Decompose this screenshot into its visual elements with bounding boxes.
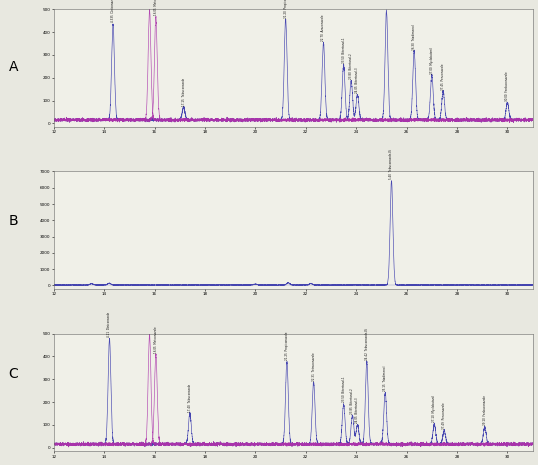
Text: 29.10  Fenbuconazole: 29.10 Fenbuconazole [483, 395, 487, 425]
Text: 22.70  Azaconazole: 22.70 Azaconazole [321, 14, 325, 40]
Text: 17.40  Tebuconazole: 17.40 Tebuconazole [188, 383, 192, 412]
Text: 15.80  Metconazole: 15.80 Metconazole [0, 464, 1, 465]
Text: 16.05  Metconazole: 16.05 Metconazole [154, 0, 158, 15]
Text: 25.15  Triadimenol: 25.15 Triadimenol [383, 365, 387, 391]
Text: 22.31  Tetraconazole: 22.31 Tetraconazole [312, 352, 316, 381]
Text: 15.80  Metconazole: 15.80 Metconazole [0, 464, 1, 465]
Text: 5.40  Tebuconazole-IS: 5.40 Tebuconazole-IS [390, 150, 393, 179]
Text: 23.50  Bitertanol-1: 23.50 Bitertanol-1 [342, 377, 345, 403]
Text: 17.15  Tebuconazole: 17.15 Tebuconazole [182, 77, 186, 106]
Text: 30.00  Fenbuconazole: 30.00 Fenbuconazole [505, 71, 509, 101]
Text: 27.10  Myclobutanil: 27.10 Myclobutanil [433, 395, 436, 422]
Text: B: B [9, 214, 18, 228]
Text: 23.85  Bitertanol-2: 23.85 Bitertanol-2 [350, 388, 355, 414]
Text: 24.05  Bitertanol-3: 24.05 Bitertanol-3 [356, 398, 359, 423]
Text: 21.20  Propiconazole: 21.20 Propiconazole [284, 0, 288, 18]
Text: 23.50  Bitertanol-1: 23.50 Bitertanol-1 [342, 38, 345, 63]
Text: 21.25  Propiconazole: 21.25 Propiconazole [285, 332, 289, 360]
Text: C: C [9, 367, 18, 381]
Text: 24.42  Tebuconazole-IS: 24.42 Tebuconazole-IS [365, 328, 369, 360]
Text: 27.00  Myclobutanil: 27.00 Myclobutanil [430, 47, 434, 73]
Text: 27.45  Penconazole: 27.45 Penconazole [441, 63, 445, 90]
Text: 24.05  Bitertanol-3: 24.05 Bitertanol-3 [356, 67, 359, 93]
Text: 25.20  Tebuconazole-IS: 25.20 Tebuconazole-IS [0, 464, 1, 465]
Text: 16.05  Metconazole: 16.05 Metconazole [154, 326, 158, 353]
Text: 23.80  Bitertanol-2: 23.80 Bitertanol-2 [349, 53, 353, 80]
Text: 4.21  Diniconazole: 4.21 Diniconazole [108, 312, 111, 338]
Text: 4.335  Diniconazole: 4.335 Diniconazole [111, 0, 115, 22]
Text: 26.30  Triadimenol: 26.30 Triadimenol [412, 24, 416, 50]
Text: A: A [9, 60, 18, 74]
Text: 27.49  Penconazole: 27.49 Penconazole [442, 402, 446, 429]
